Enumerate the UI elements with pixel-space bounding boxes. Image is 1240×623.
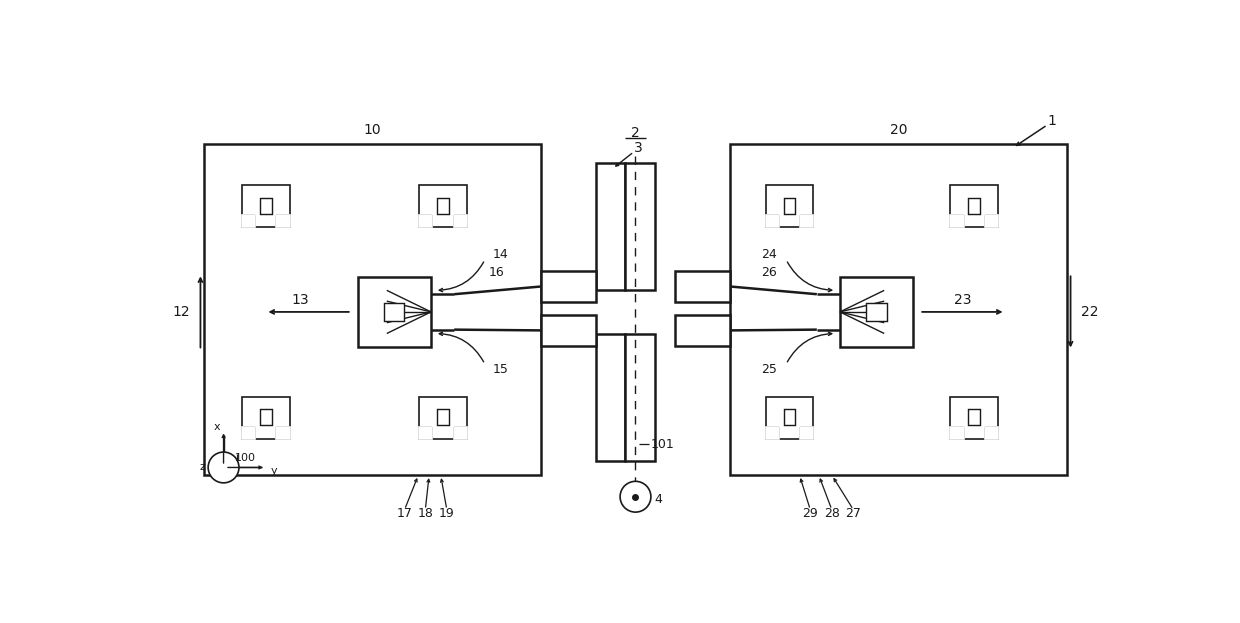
Bar [784, 197, 796, 214]
Bar [242, 427, 255, 439]
Bar [950, 216, 963, 227]
Bar [541, 315, 596, 346]
Bar [260, 197, 272, 214]
Bar [730, 144, 1066, 475]
Bar [675, 315, 730, 346]
Bar [260, 409, 272, 426]
Bar [596, 335, 625, 461]
Circle shape [620, 482, 651, 512]
Text: 14: 14 [492, 248, 508, 260]
Bar [800, 216, 813, 227]
Text: 101: 101 [651, 438, 675, 451]
Bar [541, 271, 596, 302]
Bar [358, 277, 432, 348]
Bar [419, 185, 467, 227]
Text: 19: 19 [439, 507, 455, 520]
Text: 25: 25 [761, 363, 776, 376]
Bar [950, 427, 963, 439]
Text: 22: 22 [1080, 305, 1099, 319]
Bar [625, 335, 655, 461]
Bar [950, 185, 998, 227]
Text: 100: 100 [234, 453, 255, 464]
Text: 29: 29 [802, 507, 818, 520]
Text: 16: 16 [489, 266, 505, 279]
Bar [419, 397, 467, 439]
Text: 13: 13 [291, 293, 309, 307]
Bar [419, 216, 433, 227]
Bar [968, 197, 981, 214]
Text: 15: 15 [492, 363, 508, 376]
Bar [839, 277, 913, 348]
Text: 2: 2 [631, 125, 640, 140]
Text: 10: 10 [363, 123, 382, 137]
Bar [968, 409, 981, 426]
Text: 26: 26 [761, 266, 776, 279]
Bar [419, 427, 433, 439]
Text: 17: 17 [397, 507, 413, 520]
Bar [242, 216, 255, 227]
Bar [985, 427, 998, 439]
Text: 12: 12 [172, 305, 191, 319]
Bar [277, 216, 290, 227]
Text: 24: 24 [761, 248, 776, 260]
Text: y: y [270, 466, 277, 477]
Text: 4: 4 [655, 493, 662, 506]
Bar [454, 216, 467, 227]
Circle shape [208, 452, 239, 483]
Text: x: x [215, 422, 221, 432]
Bar [985, 216, 998, 227]
Bar [384, 303, 404, 321]
Bar [436, 409, 449, 426]
Bar [205, 144, 541, 475]
Bar [784, 409, 796, 426]
Bar [765, 216, 779, 227]
Bar [242, 185, 290, 227]
Bar [277, 427, 290, 439]
Text: 23: 23 [955, 293, 972, 307]
Bar [867, 303, 887, 321]
Bar [765, 185, 813, 227]
Text: 18: 18 [418, 507, 433, 520]
Bar [436, 197, 449, 214]
Text: z: z [200, 462, 206, 472]
Text: 3: 3 [634, 141, 642, 155]
Text: 1: 1 [1048, 114, 1056, 128]
Bar [596, 163, 625, 290]
Text: 20: 20 [890, 123, 908, 137]
Bar [625, 163, 655, 290]
Bar [800, 427, 813, 439]
Text: 28: 28 [823, 507, 839, 520]
Bar [242, 397, 290, 439]
Bar [950, 397, 998, 439]
Bar [675, 271, 730, 302]
Bar [765, 427, 779, 439]
Text: 27: 27 [846, 507, 862, 520]
Bar [454, 427, 467, 439]
Bar [765, 397, 813, 439]
